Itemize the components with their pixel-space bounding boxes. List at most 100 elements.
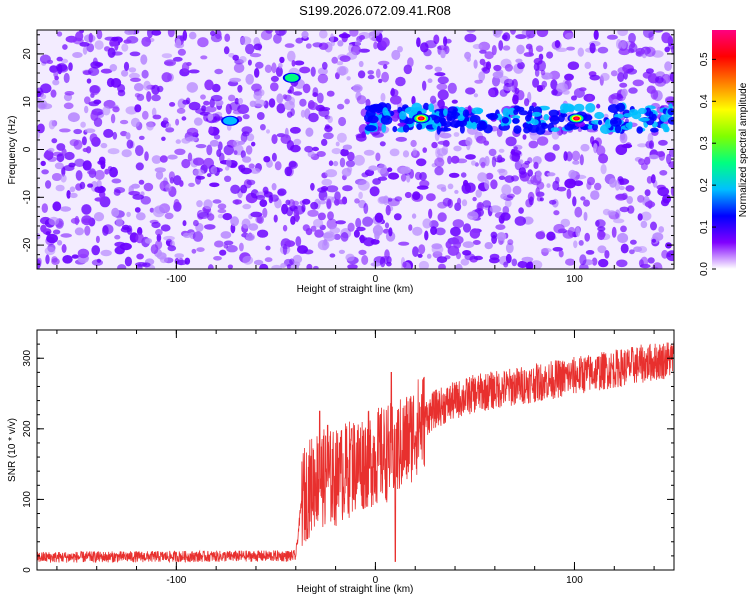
heatmap-band-cell [664,126,670,133]
heatmap-cell [533,161,539,169]
heatmap-cell [426,253,432,259]
heatmap-cell [63,102,74,110]
heatmap-cell [94,40,104,50]
heatmap-band-cell [529,105,535,112]
heatmap-cell [335,141,340,147]
heatmap-cell [643,30,655,38]
heatmap-cell [355,133,366,139]
heatmap-cell [571,95,577,101]
heatmap-cell [193,157,205,166]
heatmap-cell [372,224,384,236]
heatmap-cell [53,70,59,78]
heatmap-cell [528,196,534,206]
heatmap-cell [126,225,133,235]
heatmap-band-cell [501,117,509,124]
heatmap-cell [93,212,105,222]
heatmap-cell [373,41,378,50]
heatmap-cell [164,59,176,67]
heatmap-cell [644,46,656,57]
heatmap-cell [247,59,252,66]
heatmap-cell [61,244,67,253]
heatmap-cell [264,257,273,263]
heatmap-cell [117,89,126,97]
heatmap-cell [604,250,610,259]
heatmap-cell [484,242,493,250]
heatmap-band-cell [452,108,457,118]
heatmap-cell [229,77,242,83]
heatmap-cell [500,212,511,221]
heatmap-cell [143,182,154,192]
heatmap-band-cell [449,120,461,128]
heatmap-cell [217,208,227,214]
heatmap-cell [586,181,592,190]
heatmap-cell [492,75,500,87]
heatmap-cell [473,255,483,261]
heatmap-cell [546,172,556,177]
heatmap-cell [517,61,525,70]
heatmap-cell [328,160,334,166]
heatmap-cell [137,227,143,236]
heatmap-cell [181,116,187,121]
heatmap-cell [660,198,670,207]
heatmap-cell [564,178,577,189]
heatmap-cell [535,187,540,197]
heatmap-cell [416,37,421,48]
heatmap-cell [242,156,252,163]
heatmap-cell [197,212,210,219]
heatmap-cell [68,62,73,71]
heatmap-cell [102,106,111,116]
heatmap-cell [302,198,311,205]
heatmap-cell [256,112,265,120]
heatmap-x-tick-label: 100 [566,274,583,285]
heatmap-cell [245,145,253,155]
heatmap-cell [329,253,336,258]
heatmap-band-cell [462,109,470,118]
heatmap-cell [326,90,335,97]
heatmap-cell [188,69,200,74]
heatmap-cell [452,235,464,245]
heatmap-cell [568,169,577,179]
heatmap-cell [250,167,261,174]
heatmap-cell [666,250,674,262]
heatmap-cell [286,207,294,217]
heatmap-cell [477,172,488,183]
heatmap-cell [491,156,497,168]
colorbar-gradient [712,30,736,269]
heatmap-cell [125,132,131,140]
heatmap-cell [103,128,114,138]
heatmap-cell [176,259,188,266]
heatmap-cell [412,246,419,257]
heatmap-cell [495,224,506,231]
heatmap-cell [213,255,222,261]
heatmap-cell [489,253,500,261]
heatmap-cell [375,152,381,162]
heatmap-cell [498,175,506,180]
heatmap-cell [666,153,672,165]
heatmap-cell [301,30,309,39]
heatmap-cell [579,154,584,166]
heatmap-cell [339,157,346,168]
heatmap-cell [617,232,629,244]
heatmap-cell [465,154,476,160]
figure-title: S199.2026.072.09.41.R08 [299,3,451,18]
heatmap-cell [128,72,140,79]
heatmap-cell [327,211,334,221]
colorbar-tick-label: 0.0 [699,262,710,276]
heatmap-cell [556,186,567,192]
heatmap-cell [436,256,448,263]
heatmap-cell [196,200,203,208]
heatmap-cell [292,200,299,206]
heatmap-cell [603,61,608,70]
heatmap-cell [286,111,293,118]
heatmap-band-cell [594,111,605,120]
heatmap-cell [295,236,302,247]
heatmap-cell [55,184,65,192]
heatmap-cell [484,179,490,190]
heatmap-cell [37,258,42,269]
heatmap-cell [242,203,252,210]
heatmap-cell [505,242,514,254]
heatmap-cell [217,214,224,219]
heatmap-band-cell [629,109,639,116]
heatmap-cell [82,46,88,55]
